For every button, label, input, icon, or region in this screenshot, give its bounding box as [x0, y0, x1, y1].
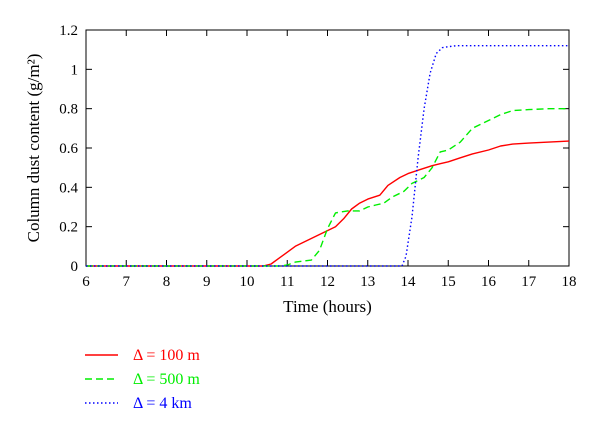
- x-tick-label: 7: [123, 274, 131, 290]
- x-tick-label: 11: [280, 274, 294, 290]
- x-tick-label: 12: [320, 274, 335, 290]
- x-tick-label: 9: [203, 274, 211, 290]
- x-tick-label: 8: [163, 274, 171, 290]
- y-tick-labels: 0 0.2 0.4 0.6 0.8 1 1.2: [59, 23, 78, 275]
- y-tick-label: 0.8: [59, 102, 78, 118]
- x-axis-title: Time (hours): [283, 297, 372, 316]
- series-line-1: [86, 140, 570, 267]
- legend: Δ = 100 m Δ = 500 m Δ = 4 km: [85, 347, 200, 412]
- series-line-3: [86, 45, 569, 267]
- x-tick-label: 10: [240, 274, 255, 290]
- legend-label-2: Δ = 500 m: [133, 371, 200, 388]
- y-axis-title: Column dust content (g/m²): [24, 54, 43, 243]
- x-tick-labels: 6 7 8 9 10 11 12 13 14 15 16 17 18: [82, 274, 576, 290]
- y-tick-label: 0.4: [59, 180, 78, 196]
- y-tick-label: 0: [71, 259, 79, 275]
- series-lines: [86, 45, 570, 267]
- series-line-2: [86, 107, 569, 267]
- y-tick-label: 0.6: [59, 141, 78, 157]
- legend-label-1: Δ = 100 m: [133, 347, 200, 364]
- x-tick-label: 15: [441, 274, 456, 290]
- x-tick-label: 18: [562, 274, 577, 290]
- y-tick-label: 1.2: [59, 23, 78, 39]
- x-tick-label: 13: [360, 274, 375, 290]
- x-tick-label: 16: [481, 274, 497, 290]
- y-tick-label: 1: [71, 62, 79, 78]
- x-tick-label: 6: [82, 274, 90, 290]
- y-tick-label: 0.2: [59, 220, 78, 236]
- legend-label-3: Δ = 4 km: [133, 395, 192, 412]
- tick-marks: [85, 29, 570, 267]
- x-tick-label: 17: [521, 274, 537, 290]
- x-tick-label: 14: [401, 274, 417, 290]
